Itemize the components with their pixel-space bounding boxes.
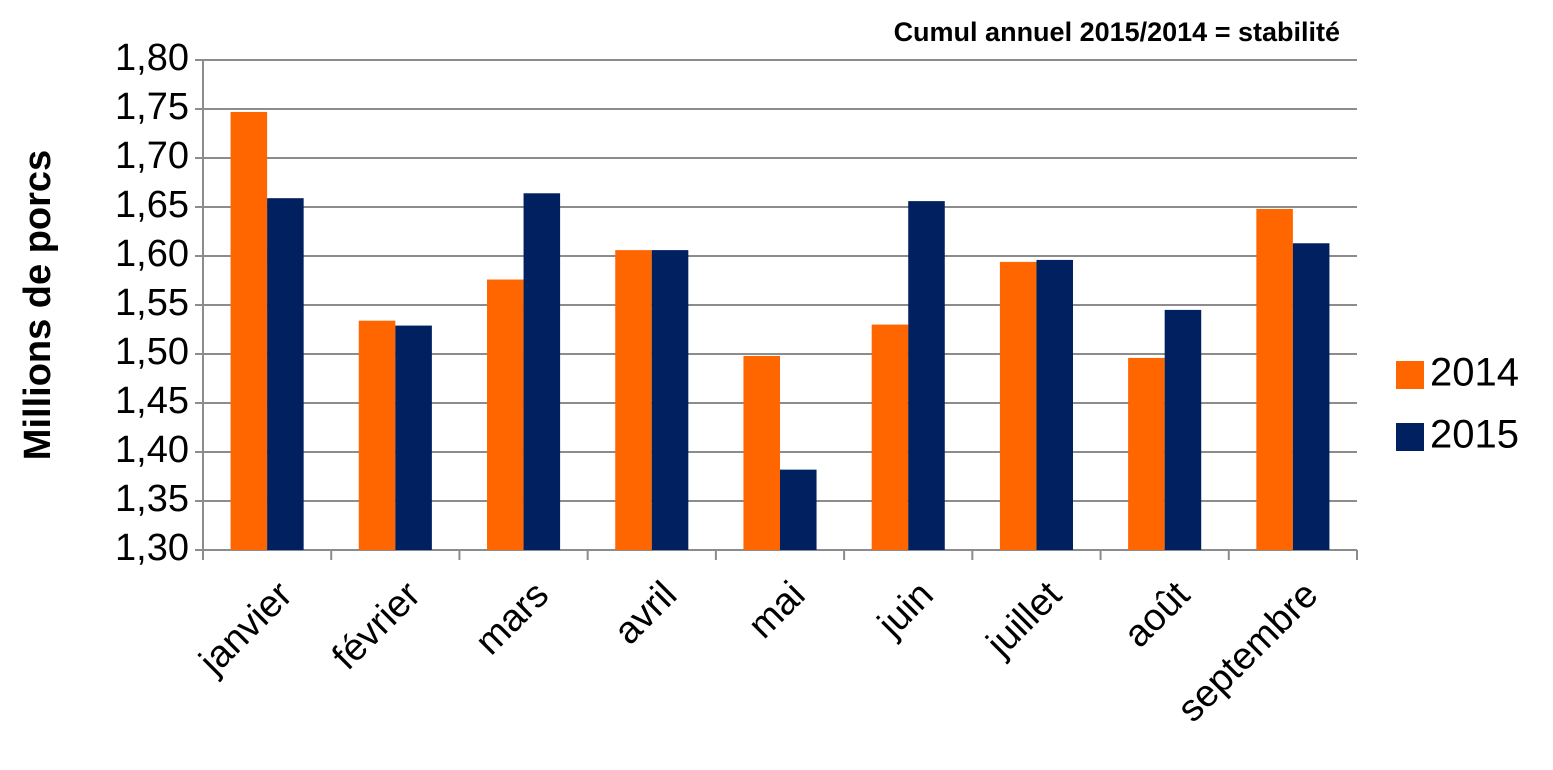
- bar: [780, 469, 817, 550]
- legend-label: 2015: [1430, 413, 1519, 457]
- y-tick-label: 1,50: [115, 331, 189, 373]
- y-tick-label: 1,40: [115, 429, 189, 471]
- x-tick-label: janvier: [191, 574, 301, 684]
- y-tick-label: 1,65: [115, 184, 189, 226]
- x-tick-label: mai: [740, 574, 813, 647]
- chart-title: Cumul annuel 2015/2014 = stabilité: [894, 17, 1340, 47]
- bar: [230, 111, 268, 550]
- y-tick-label: 1,45: [115, 380, 189, 422]
- x-tick-label: avril: [606, 574, 685, 653]
- x-tick-label: février: [324, 574, 429, 679]
- y-tick-label: 1,60: [115, 233, 189, 275]
- bar: [395, 325, 432, 550]
- y-tick-label: 1,35: [115, 478, 189, 520]
- x-tick-label: septembre: [1170, 574, 1327, 731]
- y-tick-label: 1,70: [115, 135, 189, 177]
- legend-swatch: [1396, 423, 1424, 451]
- bar: [743, 355, 780, 550]
- y-tick-label: 1,30: [115, 527, 189, 569]
- y-tick-label: 1,75: [115, 86, 189, 128]
- bar: [267, 198, 304, 550]
- bar: [651, 250, 689, 550]
- bar: [908, 201, 945, 550]
- x-tick-label: juin: [869, 574, 941, 646]
- y-axis-label: Millions de porcs: [17, 150, 59, 460]
- legend-swatch: [1396, 361, 1424, 389]
- bar: [487, 279, 524, 550]
- x-tick-label: août: [1116, 573, 1198, 655]
- bar: [523, 193, 561, 550]
- x-tick-label: juillet: [978, 573, 1070, 665]
- bar: [1164, 309, 1202, 550]
- bar: [1256, 208, 1293, 550]
- y-tick-label: 1,55: [115, 282, 189, 324]
- y-tick-label: 1,80: [115, 37, 189, 79]
- bar: [615, 250, 652, 550]
- bar: [1036, 259, 1073, 550]
- x-tick-label: mars: [468, 574, 557, 663]
- bar: [1128, 357, 1165, 550]
- bar: [999, 261, 1037, 550]
- bar: [1292, 243, 1330, 550]
- bar: [871, 324, 909, 550]
- legend-label: 2014: [1430, 351, 1519, 395]
- bar: [358, 320, 396, 550]
